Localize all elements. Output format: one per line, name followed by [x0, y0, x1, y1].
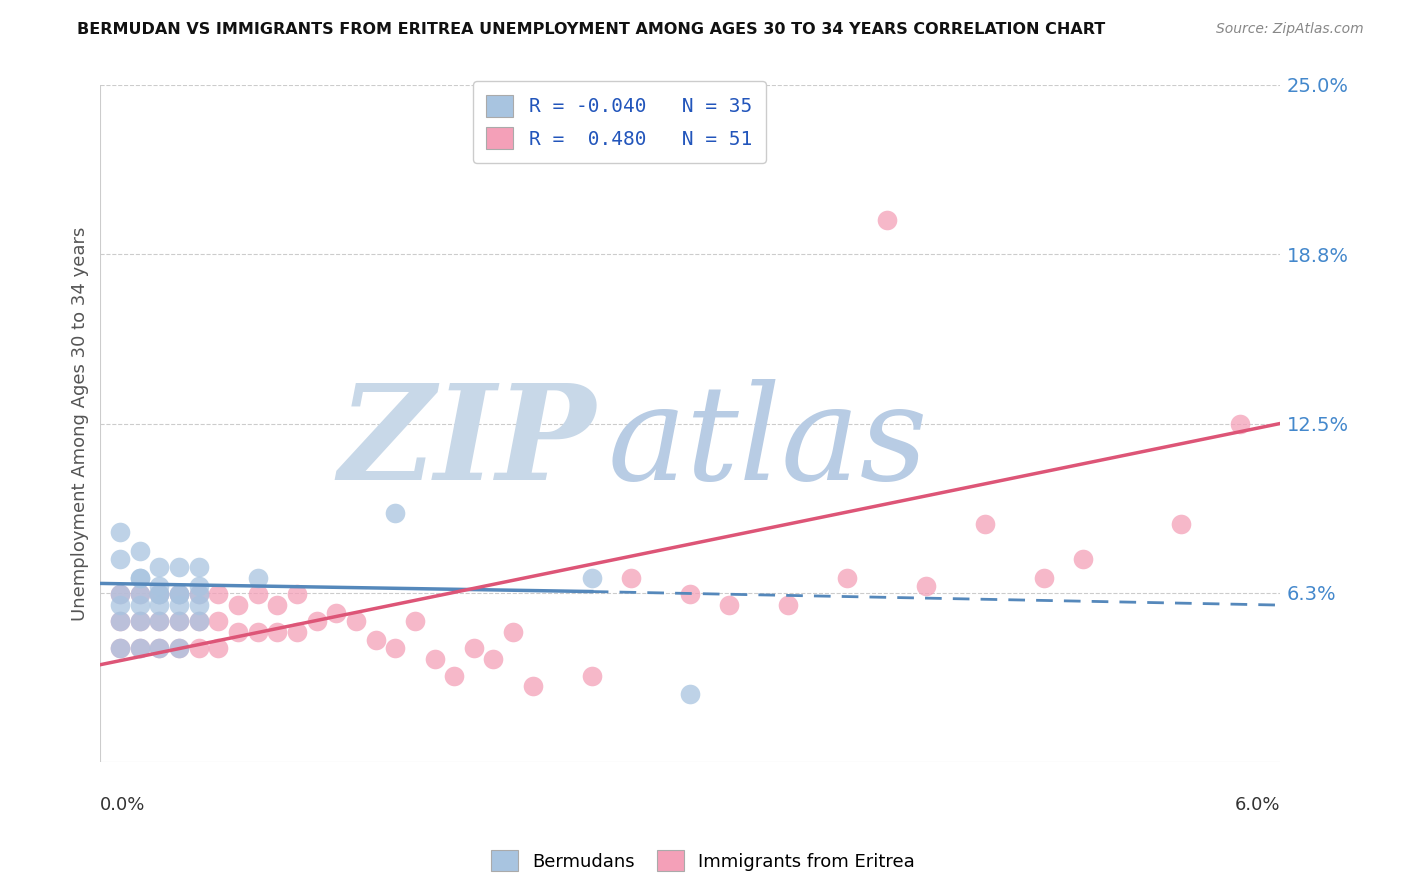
Point	[226, 598, 249, 612]
Text: BERMUDAN VS IMMIGRANTS FROM ERITREA UNEMPLOYMENT AMONG AGES 30 TO 34 YEARS CORRE: BERMUDAN VS IMMIGRANTS FROM ERITREA UNEM…	[77, 22, 1105, 37]
Point	[404, 615, 426, 629]
Point	[108, 552, 131, 566]
Point	[128, 571, 150, 585]
Point	[876, 213, 898, 227]
Point	[167, 615, 190, 629]
Point	[187, 641, 209, 656]
Point	[207, 641, 229, 656]
Point	[915, 579, 938, 593]
Point	[128, 641, 150, 656]
Point	[167, 587, 190, 601]
Point	[207, 615, 229, 629]
Point	[1071, 552, 1094, 566]
Point	[148, 579, 170, 593]
Point	[128, 544, 150, 558]
Point	[463, 641, 485, 656]
Point	[837, 571, 859, 585]
Point	[148, 615, 170, 629]
Point	[187, 579, 209, 593]
Point	[148, 587, 170, 601]
Point	[148, 641, 170, 656]
Point	[246, 625, 269, 640]
Point	[128, 615, 150, 629]
Point	[128, 641, 150, 656]
Point	[167, 598, 190, 612]
Point	[266, 625, 288, 640]
Point	[1229, 417, 1251, 431]
Point	[108, 598, 131, 612]
Point	[148, 560, 170, 574]
Text: 6.0%: 6.0%	[1234, 796, 1279, 814]
Point	[364, 633, 387, 648]
Point	[167, 587, 190, 601]
Point	[581, 668, 603, 682]
Point	[148, 587, 170, 601]
Point	[285, 587, 308, 601]
Point	[718, 598, 741, 612]
Point	[128, 571, 150, 585]
Text: atlas: atlas	[607, 379, 928, 508]
Text: ZIP: ZIP	[339, 379, 596, 508]
Point	[778, 598, 800, 612]
Point	[502, 625, 524, 640]
Point	[226, 625, 249, 640]
Y-axis label: Unemployment Among Ages 30 to 34 years: Unemployment Among Ages 30 to 34 years	[72, 227, 89, 621]
Point	[167, 587, 190, 601]
Point	[482, 652, 505, 666]
Point	[325, 606, 347, 620]
Point	[581, 571, 603, 585]
Point	[305, 615, 328, 629]
Point	[187, 598, 209, 612]
Legend: R = -0.040   N = 35, R =  0.480   N = 51: R = -0.040 N = 35, R = 0.480 N = 51	[472, 81, 766, 163]
Point	[167, 560, 190, 574]
Point	[266, 598, 288, 612]
Point	[246, 587, 269, 601]
Point	[108, 641, 131, 656]
Point	[108, 641, 131, 656]
Point	[1170, 516, 1192, 531]
Point	[167, 615, 190, 629]
Point	[148, 598, 170, 612]
Point	[522, 679, 544, 693]
Point	[167, 641, 190, 656]
Point	[128, 598, 150, 612]
Point	[679, 587, 702, 601]
Point	[207, 587, 229, 601]
Point	[108, 615, 131, 629]
Point	[285, 625, 308, 640]
Point	[148, 587, 170, 601]
Point	[187, 587, 209, 601]
Point	[344, 615, 367, 629]
Legend: Bermudans, Immigrants from Eritrea: Bermudans, Immigrants from Eritrea	[484, 843, 922, 879]
Point	[148, 615, 170, 629]
Point	[679, 688, 702, 702]
Point	[384, 506, 406, 520]
Point	[128, 587, 150, 601]
Point	[443, 668, 465, 682]
Point	[620, 571, 643, 585]
Point	[423, 652, 446, 666]
Point	[1032, 571, 1054, 585]
Point	[128, 615, 150, 629]
Point	[128, 587, 150, 601]
Text: 0.0%: 0.0%	[100, 796, 146, 814]
Point	[108, 615, 131, 629]
Text: Source: ZipAtlas.com: Source: ZipAtlas.com	[1216, 22, 1364, 37]
Point	[148, 641, 170, 656]
Point	[167, 641, 190, 656]
Point	[187, 615, 209, 629]
Point	[187, 587, 209, 601]
Point	[108, 587, 131, 601]
Point	[246, 571, 269, 585]
Point	[187, 615, 209, 629]
Point	[384, 641, 406, 656]
Point	[108, 524, 131, 539]
Point	[108, 587, 131, 601]
Point	[973, 516, 995, 531]
Point	[187, 560, 209, 574]
